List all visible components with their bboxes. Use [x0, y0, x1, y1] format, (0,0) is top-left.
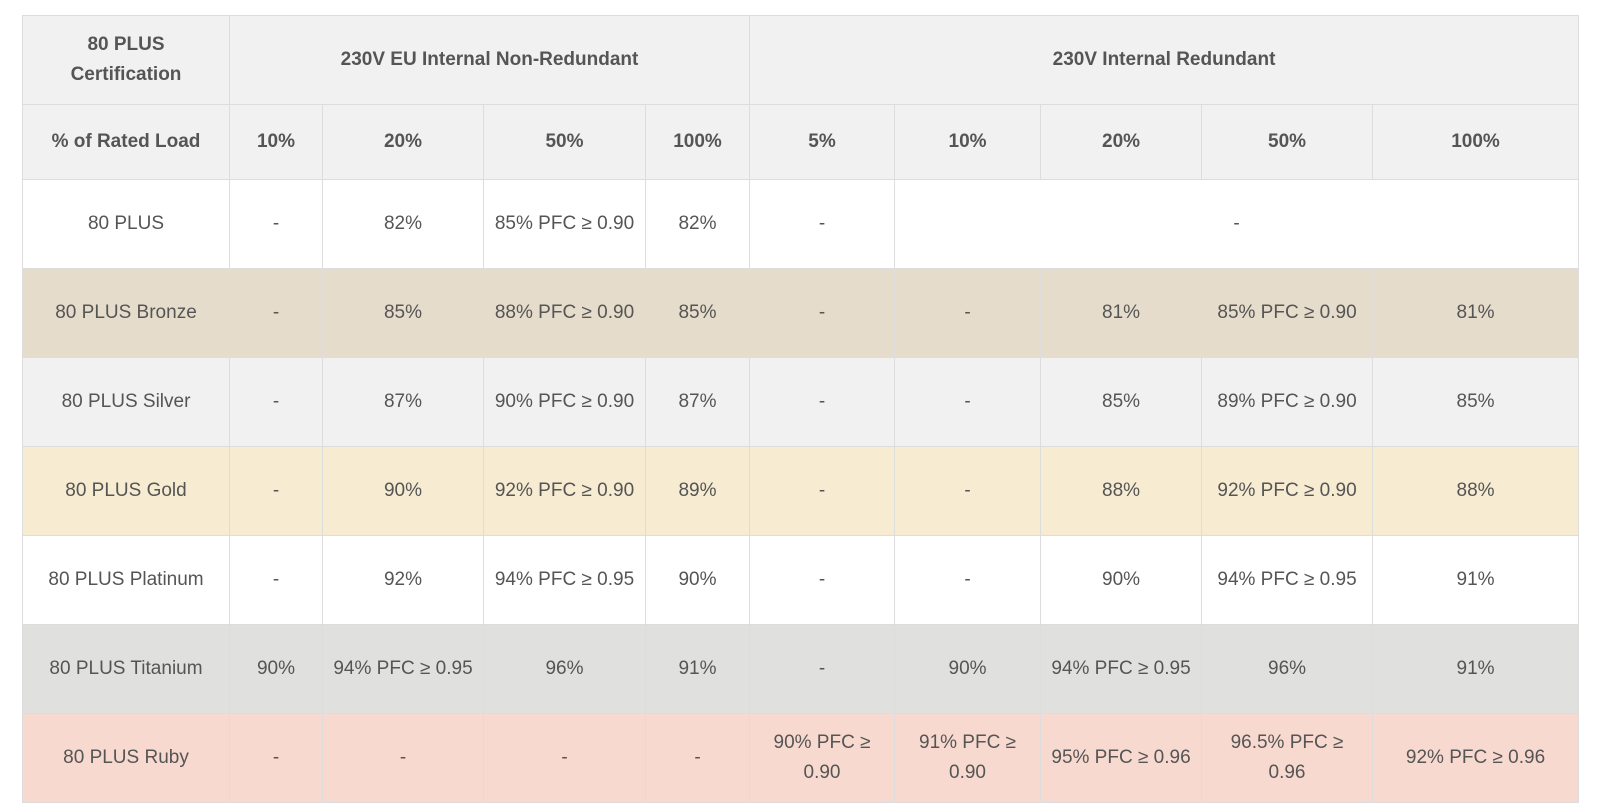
load-header-cell: 50% — [1201, 104, 1374, 180]
load-header-cell: 20% — [1040, 104, 1203, 180]
table-row: 80 PLUS Ruby - - - -90% PFC ≥ 0.90 91% PFC ≥ … — [22, 713, 1580, 803]
efficiency-cell: - — [644, 713, 751, 803]
table-row: 80 PLUS Platinum -92% 94% PFC ≥ 0.95 90% - -9… — [22, 535, 1580, 625]
certification-header: 80 PLUS Certification — [22, 15, 230, 105]
efficiency-cell: 85% PFC ≥ 0.90 — [1201, 268, 1374, 358]
efficiency-cell: - — [229, 357, 323, 447]
efficiency-cell: 90% — [229, 624, 323, 714]
efficiency-cell: - — [322, 713, 484, 803]
efficiency-cell: 91% — [1372, 624, 1580, 714]
efficiency-cell: - — [749, 179, 896, 269]
efficiency-cell: - — [483, 713, 646, 803]
certification-name-cell: 80 PLUS Gold — [22, 446, 230, 536]
efficiency-cell: 87% — [322, 357, 484, 447]
efficiency-cell: - — [229, 535, 323, 625]
group-header-non-redundant: 230V EU Internal Non-Redundant — [228, 15, 751, 105]
efficiency-cell: 90% PFC ≥ 0.90 — [749, 713, 896, 803]
efficiency-cell: 91% PFC ≥ 0.90 — [894, 713, 1042, 803]
table-row: 80 PLUS -82% 85% PFC ≥ 0.90 82% - - — [22, 179, 1580, 269]
efficiency-cell: 94% PFC ≥ 0.95 — [1201, 535, 1374, 625]
efficiency-cell: 81% — [1372, 268, 1580, 358]
efficiency-cell: 96.5% PFC ≥ 0.96 — [1201, 713, 1374, 803]
certification-name-cell: 80 PLUS Ruby — [22, 713, 230, 803]
certification-name-cell: 80 PLUS Bronze — [22, 268, 230, 358]
efficiency-cell: - — [894, 268, 1042, 358]
table-row: 80 PLUS Bronze -85% 88% PFC ≥ 0.90 85% - -81%… — [22, 268, 1580, 358]
table-row: 80 PLUS Silver -87% 90% PFC ≥ 0.90 87% - -85%… — [22, 357, 1580, 447]
efficiency-cell: - — [894, 357, 1042, 447]
efficiency-cell: - — [894, 535, 1042, 625]
efficiency-cell: 85% — [322, 268, 484, 358]
efficiency-cell: - — [749, 624, 896, 714]
efficiency-cell: - — [229, 268, 323, 358]
efficiency-cell: 89% PFC ≥ 0.90 — [1201, 357, 1374, 447]
efficiency-cell: 81% — [1040, 268, 1203, 358]
efficiency-cell: 94% PFC ≥ 0.95 — [322, 624, 484, 714]
load-header-row: % of Rated Load 10% 20% 50% 100% 5% 10% … — [22, 104, 1580, 180]
efficiency-cell: 85% PFC ≥ 0.90 — [483, 179, 646, 269]
efficiency-cell: - — [894, 446, 1042, 536]
efficiency-cell: 85% — [1372, 357, 1580, 447]
efficiency-cell: 88% — [1372, 446, 1580, 536]
efficiency-cell: - — [749, 446, 896, 536]
group-header-row: 80 PLUS Certification 230V EU Internal N… — [22, 15, 1580, 105]
efficiency-cell: 96% — [1201, 624, 1374, 714]
efficiency-cell: 92% PFC ≥ 0.96 — [1372, 713, 1580, 803]
load-header-cell: 5% — [749, 104, 896, 180]
efficiency-cell: 88% — [1040, 446, 1203, 536]
efficiency-cell: 85% — [644, 268, 751, 358]
efficiency-cell: 92% PFC ≥ 0.90 — [1201, 446, 1374, 536]
certification-table: 80 PLUS Certification 230V EU Internal N… — [22, 15, 1580, 803]
load-header-cell: 10% — [229, 104, 323, 180]
efficiency-cell: 82% — [322, 179, 484, 269]
efficiency-cell: 82% — [644, 179, 751, 269]
load-header-cell: 100% — [644, 104, 751, 180]
efficiency-cell: 90% — [644, 535, 751, 625]
efficiency-cell: 85% — [1040, 357, 1203, 447]
efficiency-cell: 92% PFC ≥ 0.90 — [483, 446, 646, 536]
efficiency-cell: - — [894, 179, 1580, 269]
certification-name-cell: 80 PLUS Titanium — [22, 624, 230, 714]
table-row: 80 PLUS Gold -90% 92% PFC ≥ 0.90 89% - -88% 92… — [22, 446, 1580, 536]
efficiency-cell: 88% PFC ≥ 0.90 — [483, 268, 646, 358]
efficiency-cell: - — [749, 357, 896, 447]
certification-name-cell: 80 PLUS — [22, 179, 230, 269]
efficiency-cell: - — [229, 713, 323, 803]
rated-load-header: % of Rated Load — [22, 104, 230, 180]
load-header-cell: 20% — [322, 104, 484, 180]
efficiency-cell: 92% — [322, 535, 484, 625]
load-header-cell: 100% — [1372, 104, 1580, 180]
efficiency-cell: - — [229, 179, 323, 269]
certification-name-cell: 80 PLUS Platinum — [22, 535, 230, 625]
efficiency-cell: 91% — [1372, 535, 1580, 625]
efficiency-cell: 90% PFC ≥ 0.90 — [483, 357, 646, 447]
efficiency-cell: 90% — [1040, 535, 1203, 625]
efficiency-cell: 90% — [894, 624, 1042, 714]
efficiency-cell: - — [229, 446, 323, 536]
table-body: 80 PLUS -82% 85% PFC ≥ 0.90 82% - -80 PLUS Br… — [22, 179, 1580, 803]
efficiency-cell: 94% PFC ≥ 0.95 — [1040, 624, 1203, 714]
efficiency-cell: - — [749, 268, 896, 358]
efficiency-cell: 90% — [322, 446, 484, 536]
load-header-cell: 10% — [894, 104, 1042, 180]
efficiency-cell: 89% — [644, 446, 751, 536]
group-header-redundant: 230V Internal Redundant — [749, 15, 1580, 105]
certification-name-cell: 80 PLUS Silver — [22, 357, 230, 447]
efficiency-cell: 96% — [483, 624, 646, 714]
efficiency-cell: 94% PFC ≥ 0.95 — [483, 535, 646, 625]
load-header-cell: 50% — [483, 104, 646, 180]
table-row: 80 PLUS Titanium 90% 94% PFC ≥ 0.95 96% 91% -… — [22, 624, 1580, 714]
efficiency-cell: 95% PFC ≥ 0.96 — [1040, 713, 1203, 803]
efficiency-cell: 91% — [644, 624, 751, 714]
efficiency-cell: - — [749, 535, 896, 625]
efficiency-cell: 87% — [644, 357, 751, 447]
